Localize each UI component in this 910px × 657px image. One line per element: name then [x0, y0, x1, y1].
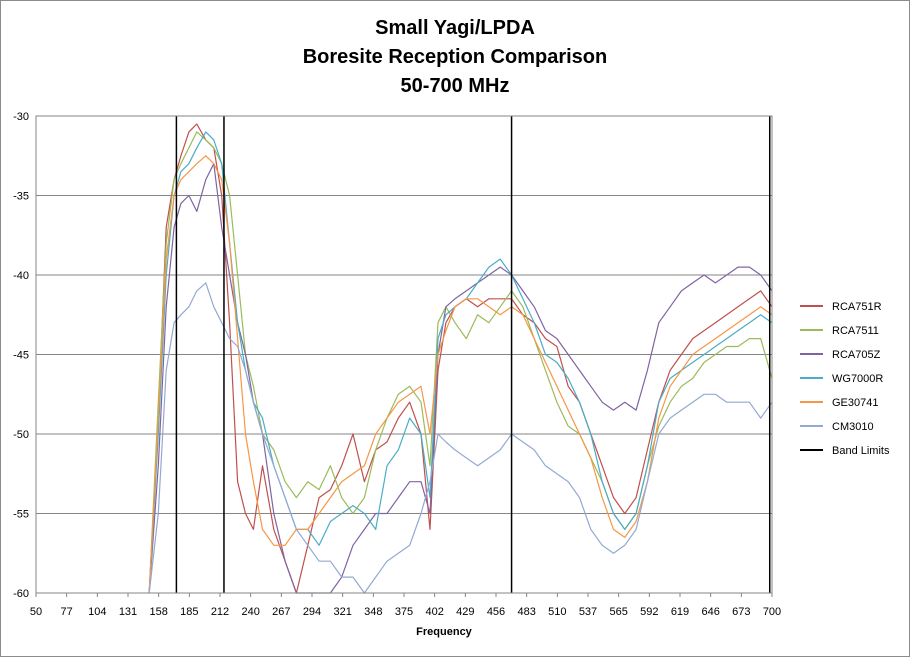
- y-tick-label: -45: [13, 350, 29, 362]
- series-line-rca705z: [148, 163, 773, 594]
- x-axis-ticks: 50 77 104 131 158 185 212 240 267 294 321 348 375 402…: [30, 593, 781, 618]
- x-tick-label: 402: [425, 606, 443, 618]
- x-tick-label: 456: [487, 606, 505, 618]
- x-tick-label: 700: [763, 606, 781, 618]
- x-tick-label: 348: [364, 606, 382, 618]
- legend-label: RCA751R: [832, 301, 882, 313]
- x-tick-label: 619: [671, 606, 689, 618]
- x-tick-label: 565: [609, 606, 627, 618]
- x-tick-label: 375: [395, 606, 413, 618]
- chart-title-line-1: Small Yagi/LPDA: [375, 17, 535, 39]
- legend-label: RCA705Z: [832, 349, 881, 361]
- x-axis-label: Frequency: [416, 626, 473, 638]
- series-line-rca7511: [148, 131, 773, 594]
- x-tick-label: 240: [241, 606, 259, 618]
- y-tick-label: -30: [13, 111, 29, 123]
- legend-label: GE30741: [832, 397, 878, 409]
- x-tick-label: 77: [61, 606, 73, 618]
- x-tick-label: 646: [701, 606, 719, 618]
- x-tick-label: 294: [303, 606, 321, 618]
- series-line-ge30741: [148, 155, 773, 594]
- x-tick-label: 212: [211, 606, 229, 618]
- x-tick-label: 592: [640, 606, 658, 618]
- legend-label: WG7000R: [832, 373, 883, 385]
- plot-border: [35, 115, 773, 594]
- y-tick-label: -35: [13, 191, 29, 203]
- y-tick-label: -55: [13, 509, 29, 521]
- x-tick-label: 104: [88, 606, 106, 618]
- chart-title-line-3: 50-700 MHz: [400, 75, 510, 97]
- series-line-cm3010: [148, 282, 773, 594]
- chart-title-line-2: Boresite Reception Comparison: [302, 46, 608, 68]
- grid-lines: [36, 115, 772, 594]
- x-tick-label: 267: [272, 606, 290, 618]
- legend: RCA751R RCA7511 RCA705Z WG7000R GE30741 CM301…: [800, 301, 890, 457]
- x-tick-label: 321: [333, 606, 351, 618]
- series-line-rca751r: [148, 123, 773, 594]
- x-tick-label: 131: [119, 606, 137, 618]
- series-lines: [148, 123, 773, 594]
- legend-label: Band Limits: [832, 445, 890, 457]
- band-limit-lines: [175, 116, 771, 593]
- x-tick-label: 510: [548, 606, 566, 618]
- y-tick-label: -40: [13, 270, 29, 282]
- y-tick-label: -50: [13, 429, 29, 441]
- x-tick-label: 185: [180, 606, 198, 618]
- x-tick-label: 158: [149, 606, 167, 618]
- x-tick-label: 50: [30, 606, 42, 618]
- legend-label: RCA7511: [832, 325, 879, 337]
- y-tick-label: -60: [13, 588, 29, 600]
- x-tick-label: 429: [456, 606, 474, 618]
- x-tick-label: 673: [732, 606, 750, 618]
- y-axis-ticks: -30 -35 -40 -45 -50 -55 -60: [13, 111, 29, 600]
- legend-label: CM3010: [832, 421, 874, 433]
- x-tick-label: 483: [517, 606, 535, 618]
- chart-title: Small Yagi/LPDA Boresite Reception Compa…: [0, 14, 910, 101]
- x-tick-label: 537: [579, 606, 597, 618]
